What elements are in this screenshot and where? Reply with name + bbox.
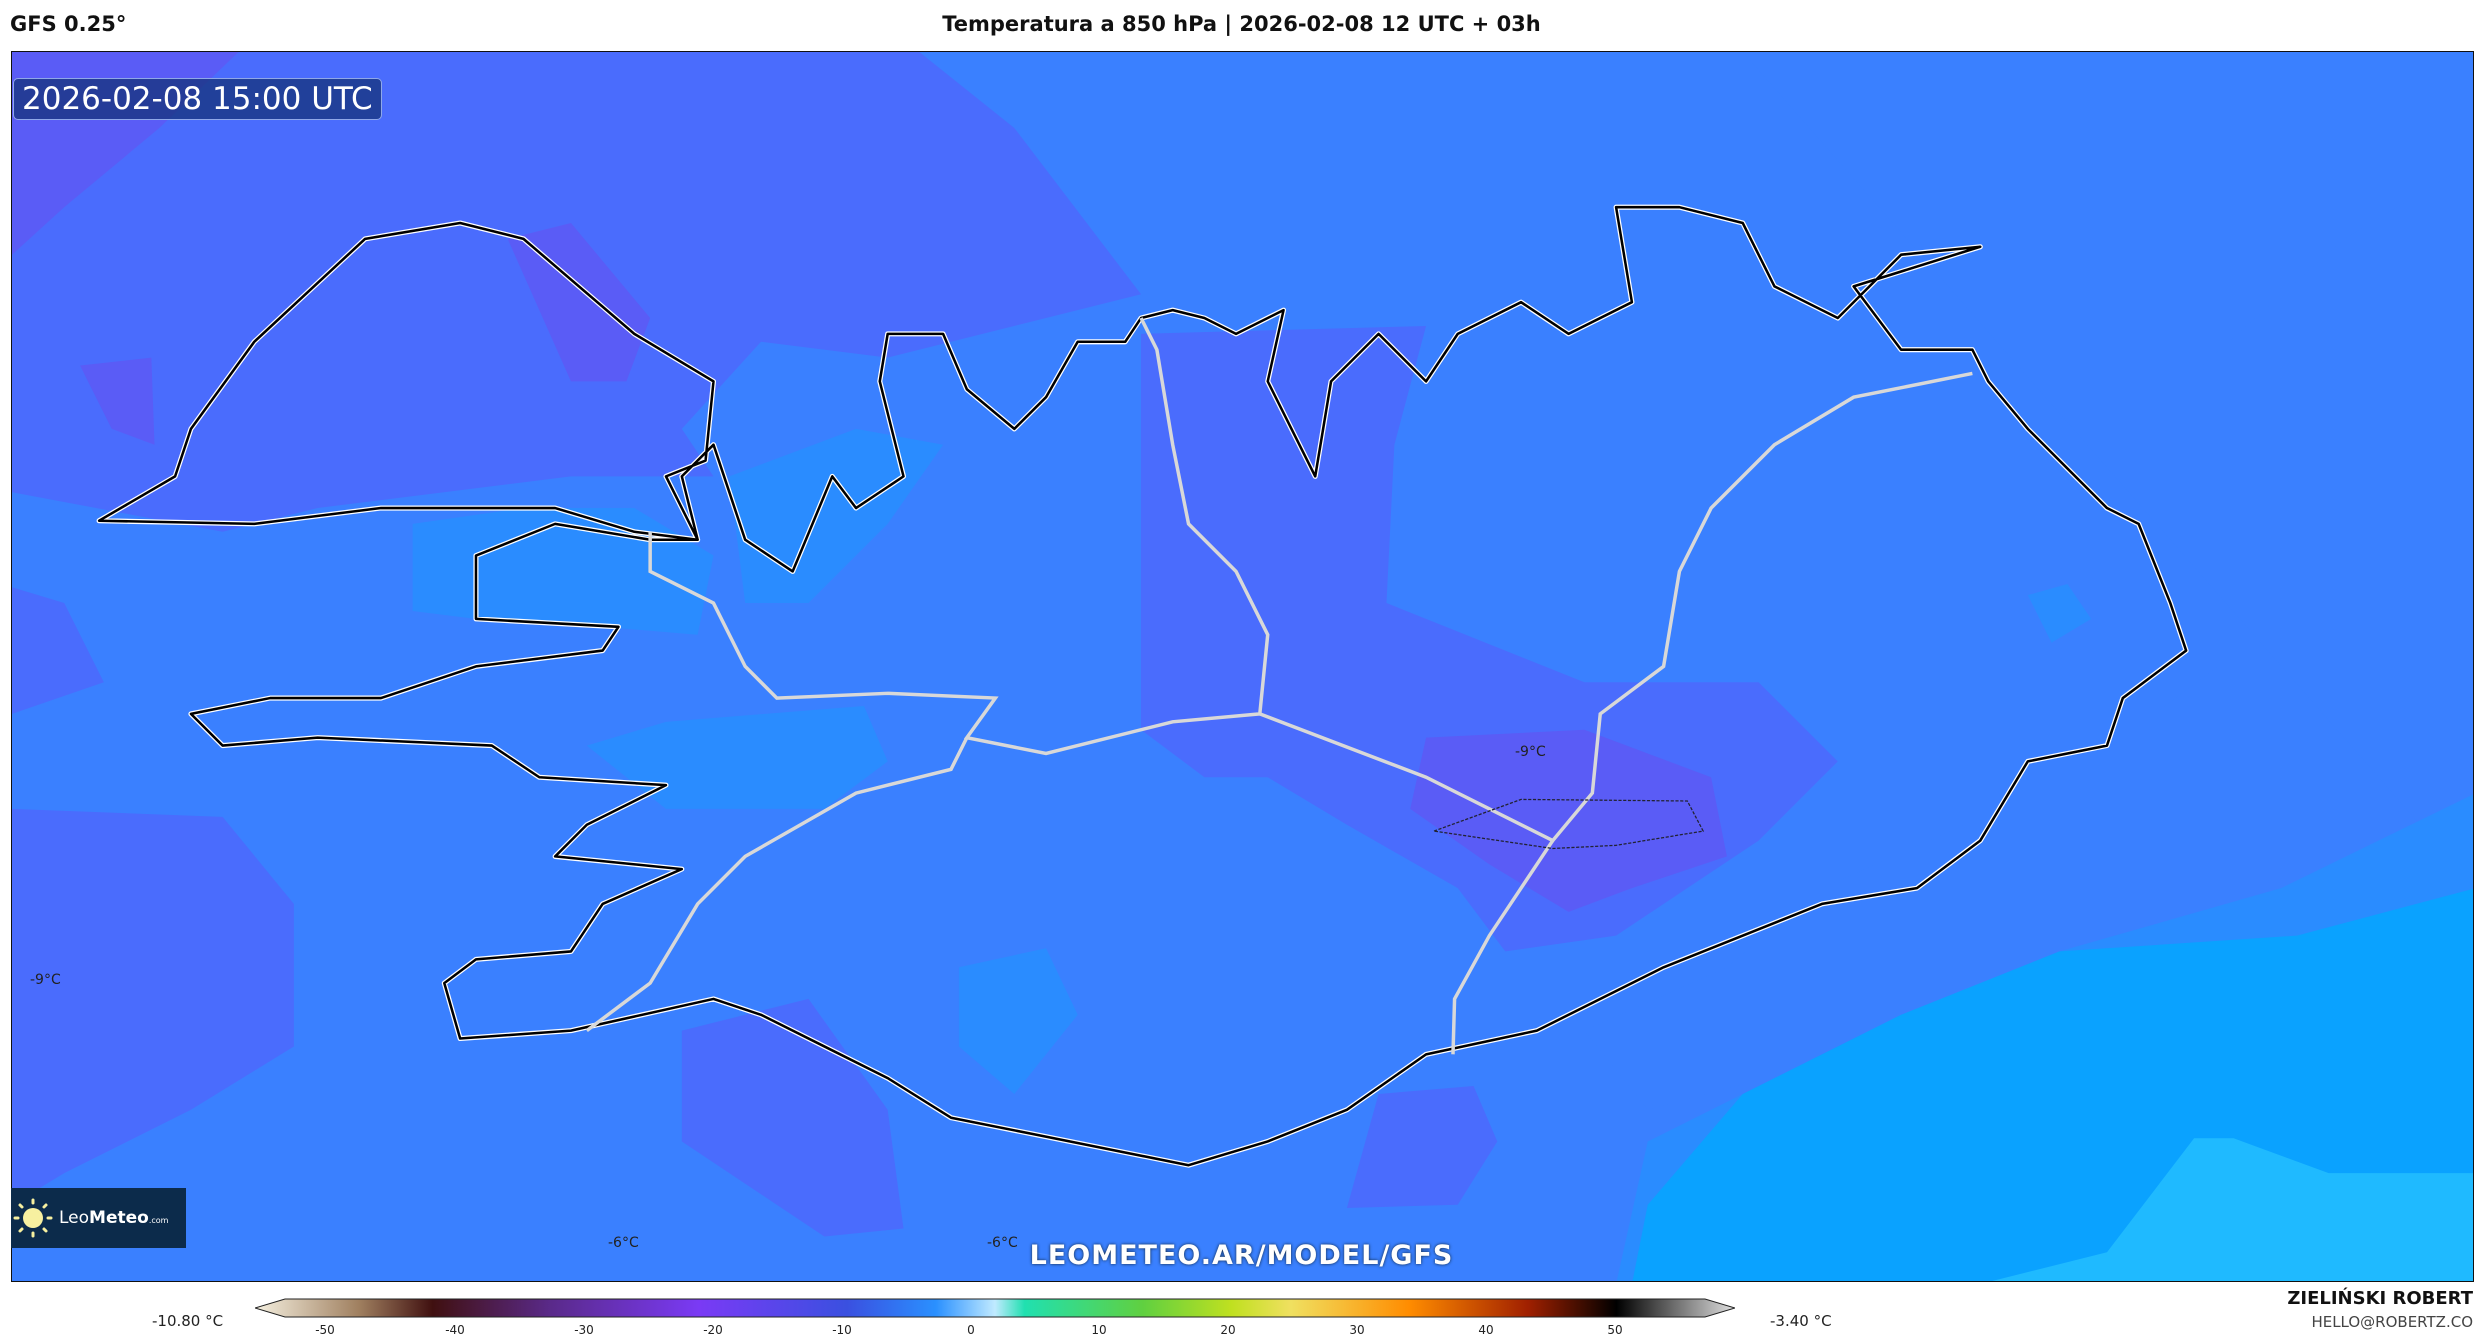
- contour-violet-patch: [80, 357, 155, 445]
- contour-label: -6°C: [987, 1235, 1018, 1251]
- contour-label: -9°C: [30, 972, 61, 988]
- contour-mid-east: [2027, 584, 2092, 643]
- colorbar-tick: -10: [832, 1323, 852, 1337]
- colorbar-tick: -30: [574, 1323, 594, 1337]
- contour-blue-east: [1584, 52, 2473, 1110]
- valid-time-badge: 2026-02-08 15:00 UTC: [13, 78, 382, 120]
- colorbar: [255, 1298, 1735, 1318]
- iceland-coastline-inner: [97, 205, 2188, 1167]
- contour-mid-nw: [729, 428, 944, 604]
- road: [648, 317, 1270, 756]
- contour-indigo-s: [1346, 1086, 1498, 1208]
- contour-violet-patch: [507, 223, 651, 382]
- contour-label: -9°C: [1515, 744, 1546, 760]
- contour-indigo-sw: [12, 808, 294, 1205]
- colorbar-min-value: -10.80 °C: [152, 1312, 224, 1330]
- author-email[interactable]: HELLO@ROBERTZ.CO: [2311, 1313, 2473, 1331]
- contour-indigo-w: [12, 587, 104, 714]
- colorbar-tick: 40: [1478, 1323, 1494, 1337]
- leometeo-logo[interactable]: LeoMeteo.com: [11, 1188, 186, 1248]
- author-name: ZIELIŃSKI ROBERT: [2287, 1288, 2473, 1309]
- site-url: LEOMETEO.AR/MODEL/GFS: [1029, 1240, 1454, 1271]
- chart-title: Temperatura a 850 hPa | 2026-02-08 12 UT…: [942, 12, 1541, 36]
- colorbar-max-value: -3.40 °C: [1770, 1312, 1832, 1330]
- contour-mid-south: [958, 948, 1078, 1094]
- road-network: [585, 317, 1973, 1055]
- colorbar-tick: 30: [1349, 1323, 1365, 1337]
- road: [1259, 371, 1973, 843]
- colorbar-tick: 10: [1091, 1323, 1107, 1337]
- colorbar-tick: 0: [967, 1323, 975, 1337]
- contour-sky-corner: [1992, 1138, 2473, 1281]
- sun-icon: [13, 1198, 53, 1238]
- colorbar-tick: -40: [445, 1323, 465, 1337]
- colorbar-tick: 50: [1607, 1323, 1623, 1337]
- logo-text: LeoMeteo.com: [59, 1208, 169, 1228]
- temperature-map: 2026-02-08 15:00 UTC -9°C -9°C -6°C -6°C: [11, 51, 2474, 1282]
- road: [1451, 839, 1555, 1055]
- colorbar-tick: -20: [703, 1323, 723, 1337]
- glacier-outline: [1433, 798, 1705, 850]
- colorbar-tick: 20: [1220, 1323, 1236, 1337]
- model-label: GFS 0.25°: [10, 12, 127, 36]
- colorbar-tick: -50: [315, 1323, 335, 1337]
- contour-label: -6°C: [608, 1235, 639, 1251]
- road: [585, 736, 969, 1032]
- map-canvas: [12, 52, 2473, 1281]
